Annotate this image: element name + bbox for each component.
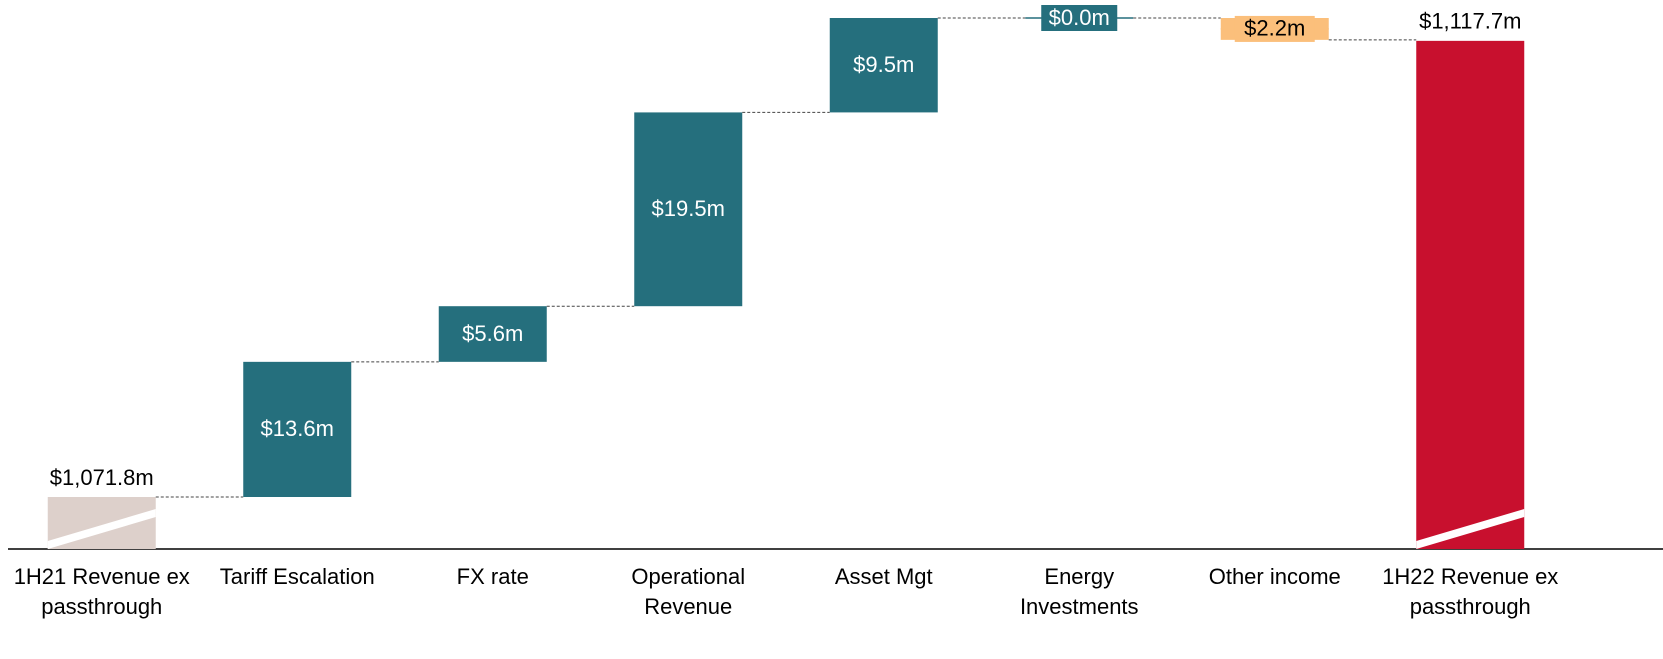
bar [1416, 40, 1525, 550]
x-tick-label: 1H21 Revenue ex passthrough [13, 564, 190, 619]
axis-break [47, 509, 156, 549]
label-box [1234, 15, 1315, 42]
x-tick-label: Asset Mgt [834, 564, 933, 589]
value-label: $1,071.8m [50, 465, 154, 490]
bar [243, 361, 352, 497]
value-label: $19.5m [652, 196, 725, 221]
value-label: $0.0m [1049, 5, 1110, 30]
bar [829, 18, 938, 113]
value-label: $13.6m [261, 416, 334, 441]
x-tick-label: Operational Revenue [631, 564, 746, 619]
value-label: $2.2m [1244, 16, 1305, 41]
axis-break [1416, 509, 1525, 549]
x-tick-label: Energy Investments [1019, 564, 1139, 619]
bar [634, 112, 743, 307]
x-tick-label: 1H22 Revenue ex passthrough [1382, 564, 1559, 619]
value-label: $5.6m [462, 321, 523, 346]
bar [1041, 5, 1118, 31]
value-label: $9.5m [853, 52, 914, 77]
bar [438, 306, 547, 362]
x-tick-label: Tariff Escalation [219, 564, 375, 589]
value-label: $1,117.7m [1419, 9, 1521, 34]
x-tick-label: FX rate [456, 564, 529, 589]
x-tick-label: Other income [1208, 564, 1341, 589]
